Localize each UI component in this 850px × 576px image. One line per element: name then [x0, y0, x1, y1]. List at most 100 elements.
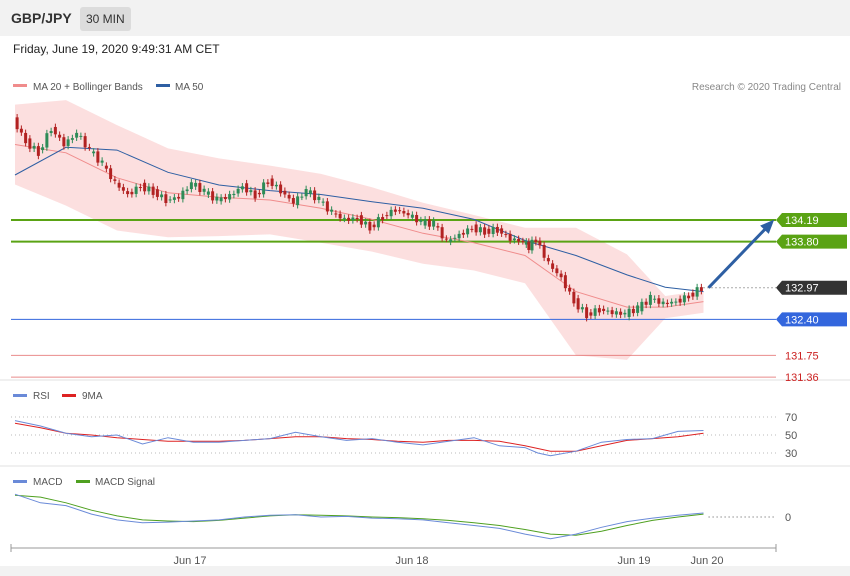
candle-body — [461, 232, 465, 235]
ma20-legend-swatch — [13, 84, 27, 87]
candle-body — [100, 160, 104, 163]
forecast-arrow-head — [760, 219, 775, 234]
price-tag — [776, 213, 847, 227]
candle-body — [546, 258, 550, 262]
candle-body — [508, 233, 512, 241]
candle-body — [398, 210, 402, 212]
candle-body — [359, 215, 363, 225]
candle-body — [70, 138, 74, 140]
candle-body — [559, 273, 563, 278]
rsi-ma-legend-swatch — [62, 394, 76, 397]
candle-body — [653, 298, 657, 300]
macd-tick-label: 0 — [785, 512, 791, 524]
rsi-line — [14, 420, 704, 457]
candle-body — [330, 209, 334, 212]
rsi-legend: RSI 9MA — [13, 391, 103, 402]
candle-body — [49, 131, 53, 134]
candle-body — [185, 189, 189, 192]
candle-body — [253, 190, 257, 199]
candle-body — [223, 197, 227, 200]
candle-body — [317, 196, 321, 200]
price-tags: 134.19 133.80 132.97 132.40 131.75 131.36 — [776, 213, 847, 384]
candle-body — [151, 186, 155, 195]
candle-body — [678, 298, 682, 303]
candle-body — [572, 291, 576, 304]
ma50-legend-label: MA 50 — [175, 82, 204, 93]
bollinger-band-area — [15, 100, 704, 360]
candle-body — [36, 146, 40, 156]
candle-body — [211, 191, 215, 201]
candle-body — [300, 196, 304, 198]
candle-body — [92, 151, 96, 154]
rsi-ma-line — [14, 422, 704, 452]
candle-body — [504, 234, 508, 236]
candle-body — [381, 217, 385, 220]
candle-body — [266, 182, 270, 184]
candle-body — [257, 192, 261, 195]
x-tick-label: Jun 20 — [690, 555, 723, 567]
candle-body — [164, 194, 168, 203]
candle-body — [614, 311, 618, 315]
candle-body — [283, 190, 287, 195]
candle-body — [432, 220, 436, 227]
candle-body — [512, 238, 516, 241]
price-tag-label: 132.40 — [785, 314, 819, 326]
candle-body — [130, 191, 134, 195]
candle-body — [19, 128, 23, 133]
candle-body — [478, 227, 482, 233]
candle-body — [648, 294, 652, 305]
x-tick-label: Jun 19 — [617, 555, 650, 567]
candle-body — [385, 215, 389, 217]
candle-body — [691, 292, 695, 297]
candle-body — [321, 201, 325, 203]
candle-body — [28, 138, 32, 149]
candle-body — [372, 224, 376, 228]
candle-body — [304, 189, 308, 197]
candle-body — [530, 239, 534, 251]
candle-body — [534, 239, 538, 243]
price-tag — [776, 234, 847, 249]
candle-body — [491, 227, 495, 234]
candle-body — [296, 196, 300, 206]
bollinger-band — [15, 100, 704, 360]
candle-body — [449, 239, 453, 242]
ma50-legend-swatch — [156, 84, 170, 87]
rsi-legend-swatch — [13, 394, 27, 397]
candle-body — [576, 298, 580, 310]
candle-body — [355, 217, 359, 220]
candle-body — [338, 213, 342, 219]
candle-body — [15, 117, 19, 130]
candle-body — [589, 312, 593, 316]
candle-body — [483, 227, 487, 235]
candle-body — [474, 224, 478, 233]
candle-body — [109, 168, 113, 180]
candle-body — [619, 311, 623, 315]
candle-body — [402, 211, 406, 214]
moving-averages — [14, 144, 704, 308]
candle-body — [457, 233, 461, 239]
candle-body — [32, 145, 36, 149]
candle-body — [563, 275, 567, 289]
candle-body — [623, 312, 627, 315]
price-tag-label: 132.97 — [785, 283, 819, 295]
candle-body — [389, 209, 393, 217]
candle-body — [202, 188, 206, 192]
macd-line — [14, 493, 704, 540]
candle-body — [524, 241, 528, 245]
timeframe-button[interactable]: 30 MIN — [80, 7, 131, 31]
rsi-tick-label: 70 — [785, 412, 797, 424]
candle-body — [262, 182, 266, 195]
candle-body — [542, 244, 546, 258]
candle-body — [351, 217, 355, 221]
candle-body — [695, 287, 699, 297]
candle-body — [274, 184, 278, 187]
candle-body — [104, 165, 108, 169]
rsi-panel: 70 50 30 — [11, 412, 797, 460]
candle-body — [423, 219, 427, 226]
candle-body — [376, 217, 380, 228]
candle-body — [517, 238, 521, 242]
candle-body — [393, 209, 397, 212]
footer-bar — [0, 566, 850, 576]
candle-body — [245, 183, 249, 193]
candle-body — [219, 197, 223, 202]
